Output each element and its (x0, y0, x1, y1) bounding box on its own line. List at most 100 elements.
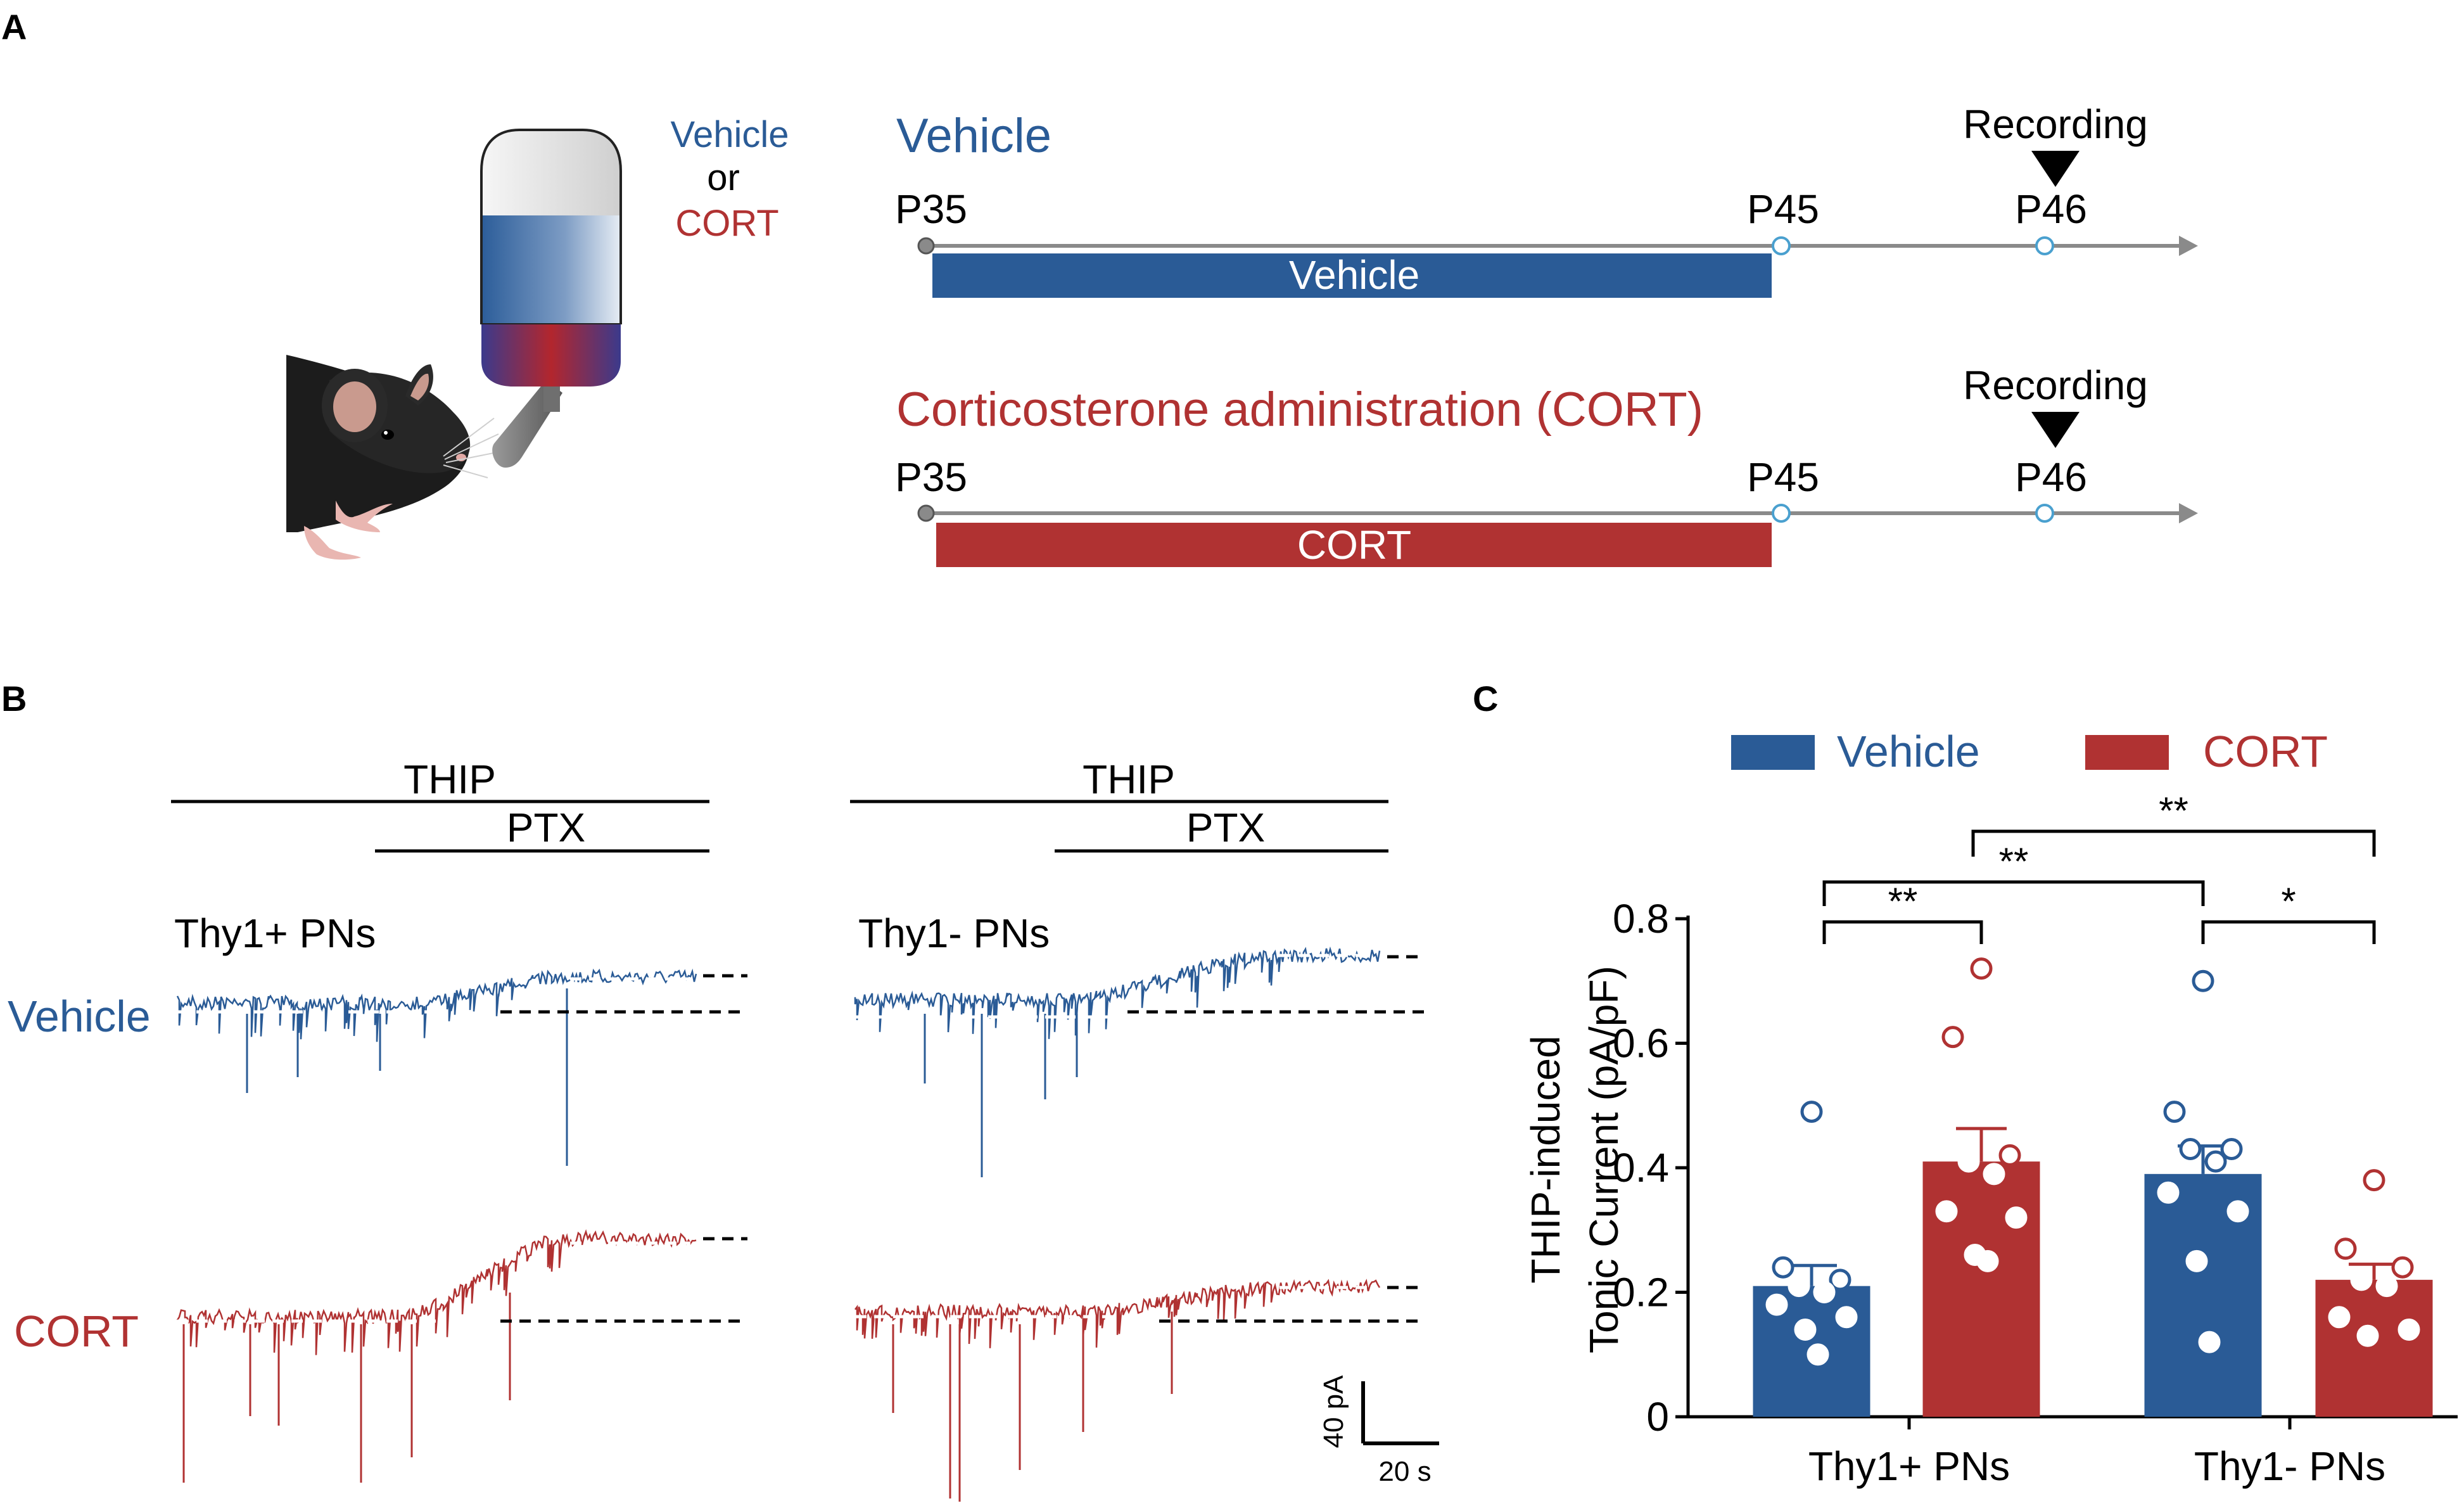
treatment-bar-cort (936, 523, 1772, 567)
timeline-start-dot (917, 237, 935, 255)
significance-bracket (1822, 880, 2205, 906)
data-point (2005, 1206, 2028, 1229)
significance-label: ** (1999, 840, 2029, 883)
data-point (2192, 969, 2214, 992)
timeline-recording-label: Recording (1963, 101, 2148, 147)
timeline-title: Corticosterone administration (CORT) (896, 383, 1703, 437)
data-point (2334, 1237, 2357, 1260)
significance-label: ** (1888, 880, 1918, 923)
timeline-arrowhead (2179, 236, 2198, 256)
data-point (1935, 1200, 1958, 1223)
data-point (1835, 1306, 1858, 1329)
trace-thy1-minus-vehicle (854, 946, 1381, 1039)
treatment-bar-label: Vehicle (1289, 252, 1419, 298)
data-point (1772, 1256, 1794, 1279)
treatment-bar-label: CORT (1297, 522, 1411, 568)
data-point (2391, 1256, 2414, 1279)
data-point (2198, 1331, 2221, 1353)
data-point (1976, 1249, 1999, 1272)
panel-label-b: B (1, 679, 27, 719)
data-point (1970, 957, 1993, 980)
y-tick-label: 0.4 (1613, 1145, 1669, 1191)
timeline-start-label: P35 (895, 454, 967, 500)
data-point (2185, 1249, 2208, 1272)
drug-ptx-label: PTX (507, 805, 585, 850)
data-point (1983, 1163, 2005, 1185)
recording-arrowhead (2031, 412, 2080, 448)
legend-label-vehicle: Vehicle (1837, 727, 1980, 776)
timeline-record-day-label: P46 (2015, 454, 2087, 500)
significance-label: * (2281, 880, 2296, 923)
data-point (2363, 1169, 2385, 1192)
timeline-end-dot (1772, 504, 1791, 523)
bottle-legend-vehicle: Vehicle (670, 114, 789, 155)
y-axis-label-line2: Tonic Current (pA/pF) (1581, 966, 1627, 1353)
significance-label: ** (2159, 789, 2188, 832)
mouse-illustration (286, 355, 504, 560)
trace-row-label-vehicle: Vehicle (8, 992, 151, 1041)
x-tick-label: Thy1+ PNs (1808, 1443, 2010, 1489)
trace-thy1-plus-vehicle (176, 968, 697, 1042)
legend-swatch-cort (2085, 735, 2169, 770)
y-tick-label: 0.6 (1613, 1021, 1669, 1066)
data-point (2356, 1324, 2379, 1347)
cell-type-label: Thy1+ PNs (174, 911, 376, 956)
timeline-title: Vehicle (896, 109, 1051, 163)
data-point (2397, 1318, 2420, 1341)
timeline-end-dot (1772, 236, 1791, 255)
data-point (2179, 1138, 2202, 1161)
cell-type-label: Thy1- PNs (858, 911, 1050, 956)
drug-ptx-label: PTX (1186, 805, 1265, 850)
timeline-record-dot (2035, 504, 2054, 523)
data-point (2157, 1181, 2180, 1204)
legend-label-cort: CORT (2203, 727, 2328, 776)
trace-thy1-plus-cort (176, 1229, 697, 1355)
data-point (2220, 1138, 2243, 1161)
data-point (2328, 1306, 2351, 1329)
data-point (1941, 1026, 1964, 1049)
data-point (1813, 1281, 1836, 1303)
timeline-vehicle: Vehicle Recording P35 P45 P46 Vehicle (895, 101, 2198, 298)
recording-arrowhead (2031, 151, 2080, 187)
data-point (2226, 1200, 2249, 1223)
bar (1922, 1161, 2040, 1417)
timeline-cort: Corticosterone administration (CORT) Rec… (895, 362, 2198, 568)
treatment-bar-vehicle (932, 253, 1772, 298)
data-point (1998, 1144, 2021, 1166)
timeline-record-dot (2035, 236, 2054, 255)
drug-thip-label: THIP (403, 757, 496, 802)
timeline-record-day-label: P46 (2015, 186, 2087, 232)
water-bottle-illustration (480, 129, 622, 468)
data-point (1794, 1318, 1817, 1341)
data-point (1788, 1275, 1810, 1298)
scale-bar: 40 pA 20 s (1318, 1375, 1439, 1487)
data-point (1765, 1293, 1788, 1316)
y-tick-label: 0.8 (1613, 896, 1669, 942)
legend: Vehicle CORT (1731, 727, 2328, 776)
drug-thip-label: THIP (1083, 757, 1175, 802)
bottle-legend-or: or (707, 157, 740, 198)
traces-column-thy1-minus: THIP PTX Thy1- PNs (850, 757, 1388, 956)
current-traces (176, 946, 1425, 1502)
y-axis-label-line1: THIP-induced (1523, 1035, 1568, 1283)
y-tick-label: 0 (1646, 1394, 1669, 1440)
timeline-end-label: P45 (1747, 454, 1819, 500)
traces-column-thy1-plus: THIP PTX Thy1+ PNs (171, 757, 709, 956)
panel-label-c: C (1473, 679, 1498, 719)
scale-bar-x-label: 20 s (1378, 1456, 1431, 1487)
data-point (1807, 1343, 1829, 1366)
significance-bracket (1822, 920, 1983, 944)
bottle-legend-cort: CORT (675, 203, 778, 244)
panel-label-a: A (1, 7, 27, 47)
trace-thy1-minus-cort (854, 1279, 1381, 1348)
bar (2315, 1279, 2433, 1417)
timeline-start-label: P35 (895, 186, 967, 232)
data-point (2204, 1150, 2227, 1173)
y-tick-label: 0.2 (1613, 1270, 1669, 1315)
scale-bar-y-label: 40 pA (1318, 1375, 1349, 1448)
x-tick-label: Thy1- PNs (2194, 1443, 2385, 1489)
timeline-arrowhead (2179, 503, 2198, 523)
data-point (2163, 1101, 2186, 1123)
